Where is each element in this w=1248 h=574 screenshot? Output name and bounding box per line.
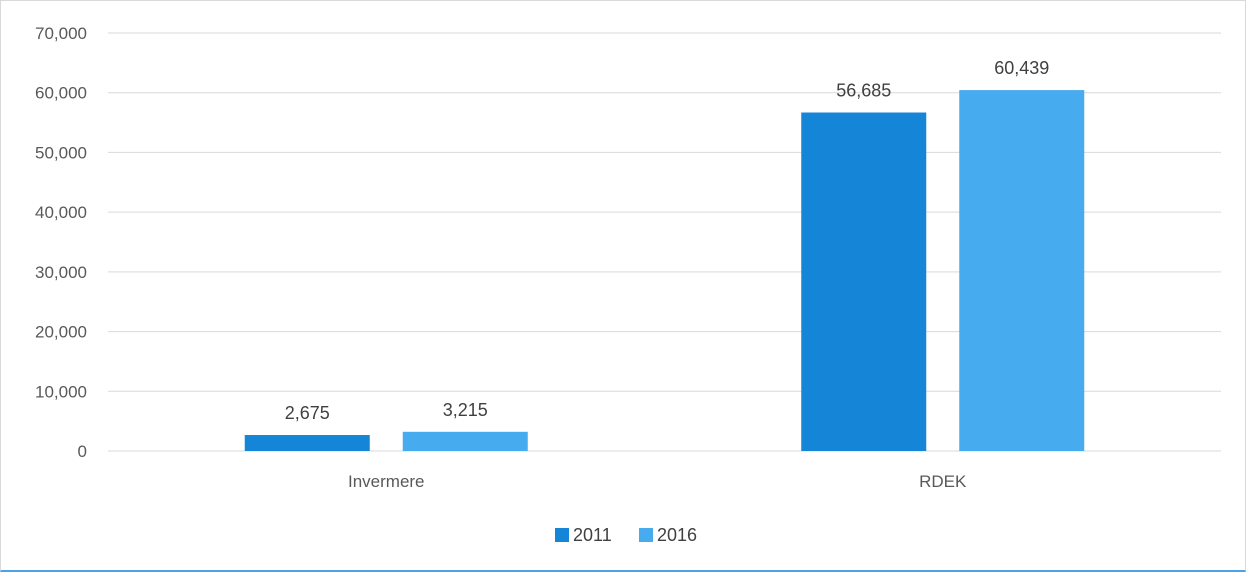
y-tick-label: 30,000 — [35, 263, 87, 282]
legend-label: 2016 — [657, 525, 697, 545]
y-tick-label: 20,000 — [35, 323, 87, 342]
legend-swatch-2011 — [555, 528, 569, 542]
y-tick-label: 0 — [78, 442, 87, 461]
data-label: 56,685 — [836, 81, 891, 101]
y-tick-label: 70,000 — [35, 24, 87, 43]
data-label: 2,675 — [285, 403, 330, 423]
y-tick-label: 50,000 — [35, 143, 87, 162]
bar-2016-rdek — [959, 90, 1085, 451]
bar-2011-invermere — [244, 435, 370, 451]
bar-2011-rdek — [801, 112, 927, 451]
y-tick-label: 10,000 — [35, 382, 87, 401]
y-tick-label: 60,000 — [35, 84, 87, 103]
legend-swatch-2016 — [639, 528, 653, 542]
bar-2016-invermere — [402, 431, 528, 451]
legend-label: 2011 — [573, 525, 612, 545]
data-label: 3,215 — [443, 400, 488, 420]
y-tick-label: 40,000 — [35, 203, 87, 222]
x-category-label: RDEK — [919, 472, 967, 491]
data-label: 60,439 — [994, 58, 1049, 78]
x-category-label: Invermere — [348, 472, 425, 491]
